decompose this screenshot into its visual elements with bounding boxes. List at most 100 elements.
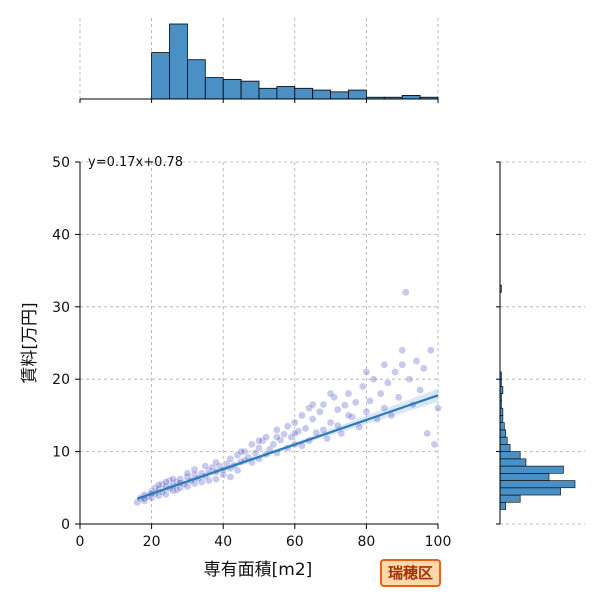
scatter-point [412, 357, 421, 365]
y-tick-label: 10 [52, 445, 70, 461]
scatter-point [197, 478, 206, 486]
x-tick-label: 20 [143, 534, 161, 550]
scatter-point [269, 440, 278, 449]
scatter-point [405, 375, 414, 384]
scatter-point [212, 458, 220, 467]
x-tick-label: 80 [357, 534, 375, 550]
right-hist-bar [499, 436, 508, 445]
scatter-point [384, 379, 392, 387]
scatter-point [201, 462, 210, 470]
scatter-point [419, 364, 428, 373]
right-hist-bar [499, 465, 564, 474]
right-hist-bar [499, 480, 576, 489]
scatter-point [366, 397, 374, 405]
scatter-point [369, 375, 378, 384]
right-histogram [496, 161, 576, 525]
x-tick-label: 0 [76, 534, 85, 550]
scatter-point [359, 382, 367, 391]
scatter-point [308, 415, 317, 423]
ward-badge: 瑞穂区 [380, 559, 442, 587]
right-hist-bar [499, 501, 507, 510]
top-hist-bar [204, 77, 224, 100]
scatter-point [290, 429, 299, 438]
top-hist-bar [312, 89, 332, 100]
top-hist-bar [330, 91, 349, 100]
right-hist-bar [499, 458, 527, 467]
scatter-points [133, 288, 442, 507]
x-tick-label: 100 [425, 534, 452, 550]
right-hist-bar [499, 444, 511, 452]
y-tick-label: 40 [52, 227, 70, 243]
scatter-point [380, 360, 389, 369]
scatter-point [434, 404, 442, 412]
scatter-point [255, 444, 263, 452]
scatter-point [273, 433, 281, 441]
x-axis-label: 専有面積[m2] [204, 560, 313, 580]
scatter-point [237, 447, 245, 456]
y-tick-label: 20 [52, 372, 70, 388]
scatter-point [233, 466, 242, 475]
y-axis-label: 賃料[万円] [20, 302, 40, 383]
scatter-point [344, 389, 353, 398]
scatter-point [183, 482, 192, 491]
scatter-point [423, 429, 432, 438]
scatter-point [273, 426, 281, 434]
scatter-point [262, 433, 270, 441]
top-hist-bar [294, 87, 314, 100]
scatter-point [394, 393, 403, 402]
scatter-point [205, 476, 213, 485]
scatter-point [169, 475, 177, 483]
scatter-point [190, 465, 199, 474]
scatter-point [401, 288, 410, 297]
regression-equation: y=0.17x+0.78 [88, 155, 183, 170]
scatter-point [333, 405, 342, 414]
top-hist-bar [276, 86, 296, 100]
right-hist-bar [499, 487, 561, 496]
scatter-point [427, 346, 435, 355]
y-tick-label: 0 [61, 517, 70, 533]
right-hist-bar [499, 451, 521, 460]
scatter-point [337, 429, 346, 438]
top-hist-bar [240, 80, 260, 100]
top-hist-bar [258, 87, 278, 100]
scatter-point [326, 418, 335, 427]
scatter-point [391, 368, 399, 376]
x-tick-label: 60 [286, 534, 304, 550]
scatter-point [308, 400, 317, 409]
scatter-point [319, 426, 328, 434]
scatter-point [362, 407, 371, 416]
right-hist-bar [499, 429, 507, 438]
scatter-point [398, 346, 407, 355]
scatter-point [341, 401, 349, 410]
scatter-point [355, 423, 364, 431]
y-tick-label: 50 [52, 155, 70, 171]
top-hist-bar [186, 59, 206, 100]
scatter-point [323, 434, 331, 443]
scatter-point [162, 478, 170, 486]
right-hist-bar [499, 473, 550, 481]
scatter-point [351, 398, 360, 407]
scatter-point [301, 424, 310, 433]
regression-line-path [136, 394, 439, 500]
top-hist-bar [401, 95, 421, 100]
scatter-point [380, 404, 389, 412]
scatter-point [255, 436, 263, 445]
top-hist-bar [222, 78, 242, 100]
scatter-point [219, 470, 227, 479]
main-axes: 0 20 40 60 80 100 0 10 20 30 40 50 [52, 155, 451, 550]
scatter-point [398, 360, 407, 369]
scatter-point [362, 368, 371, 376]
scatter-point [212, 475, 220, 483]
scatter-point [298, 411, 306, 420]
scatter-point [326, 389, 335, 398]
scatter-point [344, 411, 353, 420]
right-hist-bar [499, 422, 505, 431]
scatter-point [183, 469, 192, 478]
scatter-point [430, 440, 439, 449]
scatter-point [319, 400, 328, 409]
top-hist-bar [151, 52, 170, 100]
top-hist-bar [169, 23, 188, 100]
scatter-point [226, 455, 235, 463]
scatter-point [154, 481, 163, 489]
